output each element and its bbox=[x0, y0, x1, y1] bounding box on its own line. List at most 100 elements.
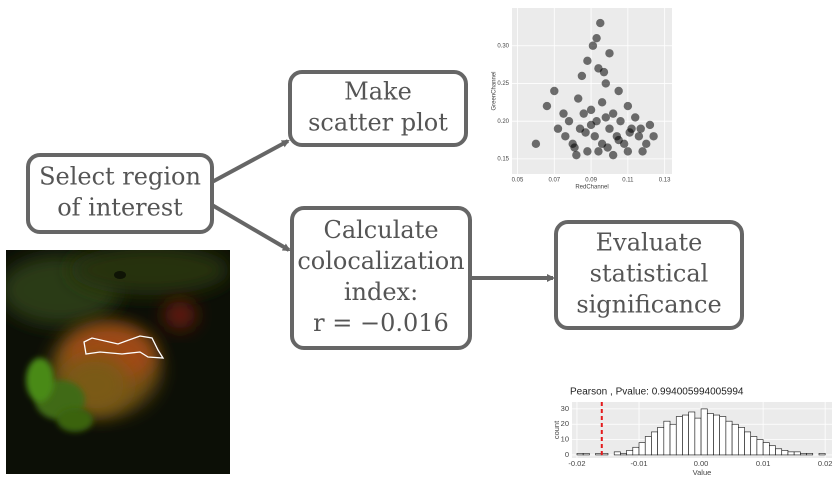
histogram-bar bbox=[676, 417, 682, 455]
x-tick-label: 0.05 bbox=[512, 178, 524, 184]
arrow bbox=[212, 141, 288, 182]
scatter-point bbox=[550, 87, 558, 95]
scatter-point bbox=[572, 151, 580, 159]
scatter-point bbox=[559, 109, 567, 117]
scatter-point bbox=[614, 87, 622, 95]
node-label: Select region bbox=[39, 163, 201, 191]
diagram: Select regionof interestMakescatter plot… bbox=[0, 0, 836, 477]
histogram-bar bbox=[726, 421, 732, 455]
scatter-point bbox=[561, 132, 569, 140]
scatter-point bbox=[532, 140, 540, 148]
histogram-bar bbox=[645, 437, 651, 455]
histogram-bar bbox=[639, 443, 645, 455]
y-tick-label: 0.30 bbox=[497, 43, 509, 49]
scatter-point bbox=[583, 147, 591, 155]
y-axis-label: count bbox=[552, 420, 561, 439]
scatter-point bbox=[609, 151, 617, 159]
histogram-bar bbox=[583, 453, 589, 455]
x-tick-label: 0.09 bbox=[585, 178, 597, 184]
node-label: index: bbox=[344, 278, 418, 306]
scatter-point bbox=[596, 19, 604, 27]
histogram-bar bbox=[627, 450, 633, 455]
x-axis-label: RedChannel bbox=[575, 185, 608, 191]
histogram-bar bbox=[689, 412, 695, 455]
histogram-bar bbox=[794, 452, 800, 455]
scatter-point bbox=[605, 49, 613, 57]
scatter-point bbox=[616, 117, 624, 125]
scatter-point bbox=[581, 128, 589, 136]
scatter-point bbox=[554, 125, 562, 133]
scatter-point bbox=[624, 102, 632, 110]
scatter-point bbox=[649, 132, 657, 140]
histogram-bar bbox=[577, 453, 583, 455]
scatter-point bbox=[642, 140, 650, 148]
scatter-point bbox=[605, 125, 613, 133]
scatter-point bbox=[587, 106, 595, 114]
node-label: Make bbox=[344, 78, 412, 106]
histogram-bar bbox=[664, 421, 670, 455]
node-label: statistical bbox=[590, 260, 709, 288]
histogram-bar bbox=[776, 449, 782, 455]
x-tick-label: 0.02 bbox=[818, 459, 833, 468]
histogram-bar bbox=[732, 424, 738, 455]
histogram-bar bbox=[713, 415, 719, 455]
scatter-point bbox=[589, 42, 597, 50]
y-tick-label: 0.20 bbox=[497, 119, 509, 125]
scatter-point bbox=[565, 117, 573, 125]
histogram-bar bbox=[707, 414, 713, 455]
histogram-bar bbox=[651, 432, 657, 455]
histogram-bar bbox=[751, 437, 757, 455]
node-label: colocalization bbox=[297, 247, 464, 275]
scatter-point bbox=[646, 121, 654, 129]
histogram-bar bbox=[633, 447, 639, 455]
scatter-point bbox=[591, 132, 599, 140]
scatter-point bbox=[592, 117, 600, 125]
y-tick-label: 20 bbox=[561, 419, 569, 428]
y-axis-label: GreenChannel bbox=[492, 71, 498, 110]
x-tick-label: -0.01 bbox=[630, 459, 647, 468]
scatter-point bbox=[635, 132, 643, 140]
x-tick-label: 0.01 bbox=[756, 459, 771, 468]
scatter-point bbox=[580, 109, 588, 117]
scatter-point bbox=[600, 68, 608, 76]
histogram-bar bbox=[819, 453, 825, 455]
scatter-point bbox=[578, 72, 586, 80]
histogram-bar bbox=[720, 417, 726, 455]
scatter-point bbox=[592, 34, 600, 42]
x-tick-label: 0.07 bbox=[548, 178, 560, 184]
x-tick-label: 0.00 bbox=[694, 459, 709, 468]
y-tick-label: 10 bbox=[561, 435, 569, 444]
scatter-point bbox=[583, 57, 591, 65]
y-tick-label: 0.25 bbox=[497, 81, 509, 87]
scatter-point bbox=[574, 94, 582, 102]
histogram-bar bbox=[769, 446, 775, 455]
x-tick-label: -0.02 bbox=[568, 459, 585, 468]
histogram-bar bbox=[614, 452, 620, 455]
plot-panel bbox=[512, 8, 672, 174]
x-axis-label: Value bbox=[693, 468, 712, 477]
scatter-point bbox=[543, 102, 551, 110]
chart-title: Pearson , Pvalue: 0.994005994005994 bbox=[570, 387, 744, 398]
histogram-bar bbox=[782, 450, 788, 455]
node-label: r = −0.016 bbox=[313, 309, 449, 337]
histogram-bar bbox=[701, 409, 707, 455]
scatter-point bbox=[598, 98, 606, 106]
node-label: Evaluate bbox=[596, 229, 703, 257]
histogram-bar bbox=[738, 427, 744, 455]
scatter-point bbox=[638, 147, 646, 155]
histogram-bar bbox=[757, 440, 763, 455]
histogram-bar bbox=[682, 415, 688, 455]
scatter-point bbox=[637, 125, 645, 133]
y-tick-label: 0.15 bbox=[497, 156, 509, 162]
scatter-point bbox=[603, 143, 611, 151]
y-tick-label: 0 bbox=[565, 450, 569, 459]
scatter-point bbox=[594, 147, 602, 155]
scatter-point bbox=[631, 113, 639, 121]
histogram-bar bbox=[788, 452, 794, 455]
node-label: Calculate bbox=[323, 216, 438, 244]
histogram-bar bbox=[800, 453, 806, 455]
x-tick-label: 0.11 bbox=[622, 178, 634, 184]
histogram-bar bbox=[695, 418, 701, 455]
histogram-bar bbox=[670, 424, 676, 455]
scatter-point bbox=[602, 79, 610, 87]
